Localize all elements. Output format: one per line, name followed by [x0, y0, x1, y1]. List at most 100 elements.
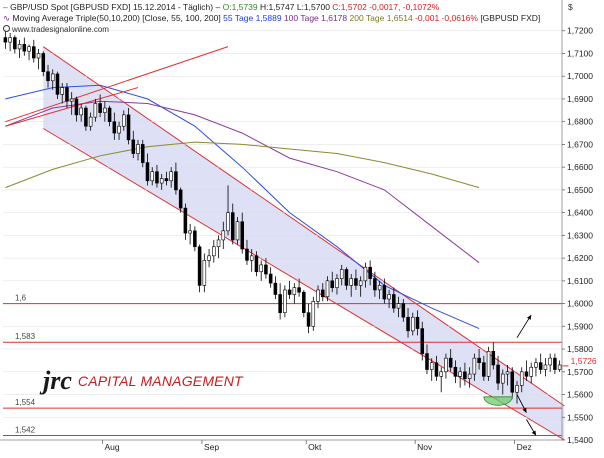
candle-body [349, 278, 353, 286]
candle-body [415, 316, 420, 329]
candle-body [55, 73, 60, 95]
candle-body [467, 373, 472, 379]
candle-body [79, 107, 83, 116]
price-tick-label: 1,6000 [567, 299, 593, 309]
candle-body [98, 103, 102, 113]
candle-body [17, 44, 22, 50]
price-tick-label: 1,6800 [567, 117, 593, 127]
red-trend-line [5, 46, 229, 123]
candle-body [283, 289, 287, 313]
candle-body [117, 125, 121, 134]
candle-body [32, 46, 36, 59]
candle-body [505, 371, 510, 375]
candle-body [268, 273, 273, 284]
candle-body [543, 364, 548, 370]
candle-body [486, 351, 491, 377]
low-value: L:1,5700 [296, 2, 330, 12]
time-tick-label: Nov [417, 442, 433, 452]
scenario-markers: 1,5726 [483, 314, 597, 436]
level-label: 1,542 [15, 425, 36, 434]
candle-body [93, 103, 98, 118]
candle-body [306, 312, 311, 327]
candle-body [88, 116, 93, 127]
candle-body [107, 107, 112, 122]
candle-body [463, 371, 467, 379]
change-value: -0,0017 [369, 2, 399, 12]
candle-body [245, 248, 249, 261]
candle-body [212, 246, 216, 257]
price-tick-label: 1,6500 [567, 185, 593, 195]
date-period: 15.12.2014 - Täglich) [132, 2, 214, 12]
header-quote-line: ‒ GBP/USD Spot [GBPUSD FXD] 15.12.2014 -… [3, 2, 440, 12]
candle-body [140, 144, 145, 163]
base-marker [483, 396, 513, 406]
candle-body [188, 230, 192, 234]
candle-body [510, 371, 515, 393]
candle-body [325, 280, 330, 298]
candle-body [515, 385, 519, 393]
open-value: O:1,5739 [222, 2, 258, 12]
candle-body [377, 285, 382, 291]
last-price-label: 1,5726 [571, 356, 597, 366]
candle-body [3, 37, 8, 43]
candle-body [145, 162, 150, 182]
candle-body [36, 53, 41, 59]
header-indicator-line: ∿ Moving Average Triple(50,10,200) [Clos… [3, 13, 541, 23]
candle-body [136, 144, 140, 154]
candle-body [221, 230, 226, 241]
candle-body [207, 255, 211, 261]
candle-body [358, 280, 363, 286]
price-tick-label: 1,5600 [567, 390, 593, 400]
website-text: www.tradesignalonline.com [12, 25, 109, 34]
candle-body [529, 366, 533, 377]
price-tick-label: 1,7100 [567, 48, 593, 58]
candle-body [74, 98, 79, 116]
candle-body [519, 371, 524, 386]
price-tick-label: 1,7000 [567, 71, 593, 81]
candle-body [131, 139, 136, 154]
level-label: 1,583 [15, 332, 36, 341]
candle-body [548, 357, 552, 366]
candle-body [235, 221, 240, 241]
candle-body [8, 37, 12, 43]
candle-body [249, 255, 254, 261]
candle-body [287, 289, 292, 295]
candle-body [126, 114, 131, 141]
candle-body [84, 107, 88, 127]
candle-body [159, 178, 164, 184]
price-tick-label: 1,6900 [567, 94, 593, 104]
candle-body [339, 269, 344, 279]
time-tick-label: Sep [204, 442, 219, 452]
candle-body [278, 294, 282, 313]
candle-body [477, 357, 481, 363]
candle-body [302, 291, 306, 313]
candle-body [387, 294, 391, 300]
candle-body [448, 357, 453, 368]
channel-fill [43, 46, 565, 441]
candle-body [41, 53, 46, 72]
candle-body [226, 212, 230, 232]
candle-body [458, 371, 462, 377]
candle-body [13, 37, 17, 50]
candle-body [273, 282, 278, 295]
arrowhead-icon [531, 430, 536, 436]
price-tick-label: 1,5500 [567, 412, 593, 422]
copyright-icon [3, 25, 10, 33]
channel-upper-line [42, 46, 565, 407]
candle-body [240, 221, 245, 250]
ma-line [5, 141, 480, 189]
candle-body [472, 357, 477, 375]
candle-body [202, 260, 207, 286]
price-tick-label: 1,7200 [567, 26, 593, 36]
price-tick-label: 1,6700 [567, 139, 593, 149]
candle-body [292, 287, 297, 295]
candle-body [368, 266, 372, 279]
change-pct-value: -0,1072% [402, 2, 440, 12]
candle-body [27, 46, 31, 52]
candle-body [453, 366, 458, 377]
candle-body [150, 171, 154, 182]
candle-body [169, 171, 173, 182]
candle-body [316, 289, 320, 302]
candle-body [46, 71, 50, 82]
